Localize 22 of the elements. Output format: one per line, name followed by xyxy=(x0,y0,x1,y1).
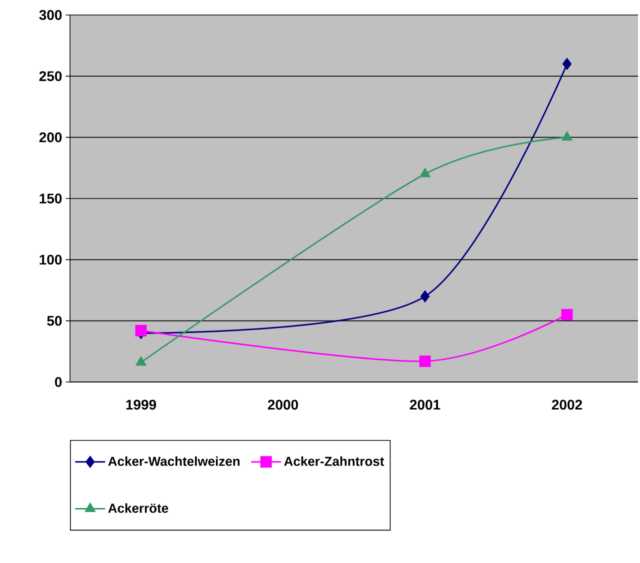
point xyxy=(419,355,431,367)
y-tick-label: 200 xyxy=(39,132,62,142)
x-tick-label: 2000 xyxy=(268,400,298,410)
legend-label: Ackerröte xyxy=(108,503,168,513)
point xyxy=(562,132,572,141)
legend-label: Acker-Wachtelweizen xyxy=(108,456,240,466)
point xyxy=(562,58,572,70)
y-tick-label: 150 xyxy=(40,194,62,204)
point xyxy=(135,324,147,336)
x-tick-label: 2001 xyxy=(410,400,440,410)
point xyxy=(420,168,430,178)
point xyxy=(561,308,573,320)
point xyxy=(420,290,430,302)
y-tick-label: 100 xyxy=(40,254,62,265)
y-tick-label: 50 xyxy=(47,316,62,326)
x-tick-label: 2002 xyxy=(552,400,582,410)
y-tick-label: 250 xyxy=(39,71,62,82)
legend-label: Acker-Zahntrost xyxy=(284,456,384,466)
x-tick-label: 1999 xyxy=(126,400,156,410)
y-tick-label: 300 xyxy=(39,10,62,20)
point xyxy=(136,356,146,366)
y-tick-label: 0 xyxy=(54,377,62,387)
